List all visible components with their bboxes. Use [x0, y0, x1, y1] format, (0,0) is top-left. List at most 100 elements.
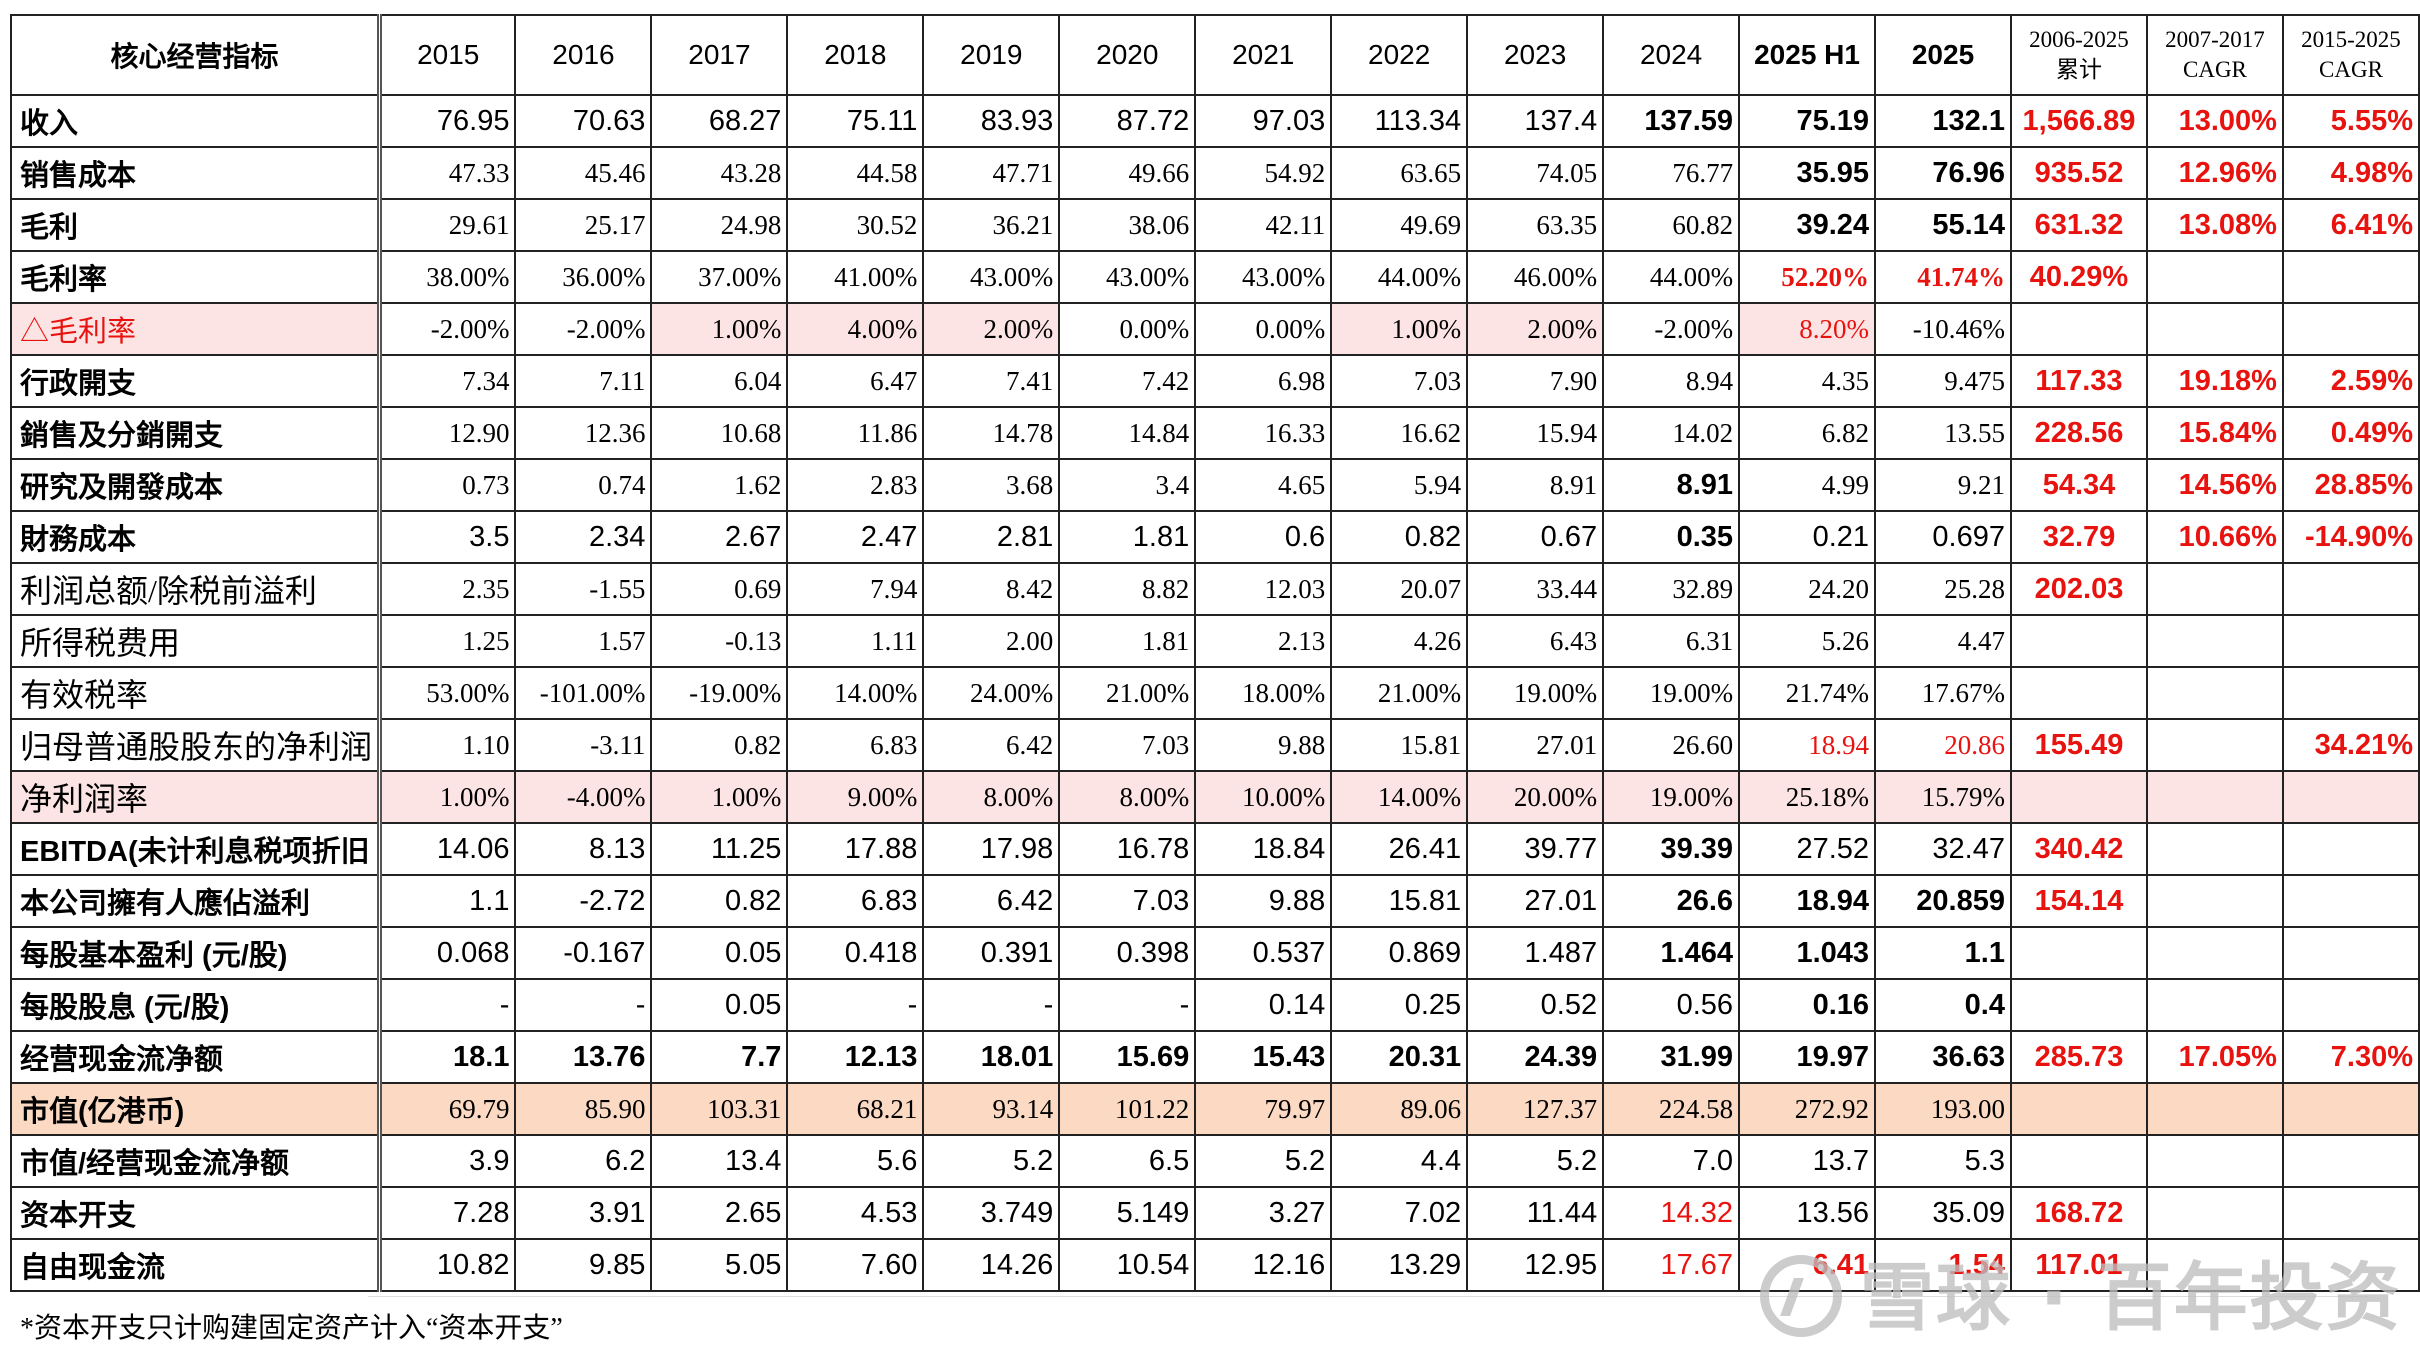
- value-cell: 7.34: [378, 354, 517, 408]
- value-cell: 75.11: [786, 94, 925, 148]
- value-cell: 76.96: [1874, 146, 2012, 200]
- row-label: 有效税率: [10, 666, 383, 720]
- value-cell: 19.97: [1738, 1030, 1877, 1084]
- cumulative-cell: [2009, 1134, 2148, 1188]
- value-cell: 0.82: [650, 718, 789, 772]
- table-row: 资本开支 7.28 3.91 2.65 4.53 3.749 5.149 3.27 7.02 11…: [10, 1186, 2420, 1240]
- value-cell: 8.91: [1602, 458, 1741, 512]
- value-cell: 89.06: [1330, 1082, 1469, 1136]
- value-cell: 6.47: [786, 354, 925, 408]
- value-cell: 7.02: [1330, 1186, 1469, 1240]
- value-cell: 6.2: [514, 1134, 653, 1188]
- cagr-cell: 5.55%: [2281, 94, 2420, 148]
- value-cell: 12.90: [378, 406, 517, 460]
- value-cell: 0.537: [1194, 926, 1333, 980]
- value-cell: 17.98: [922, 822, 1061, 876]
- value-cell: 47.33: [378, 146, 517, 200]
- value-cell: 43.00%: [922, 250, 1061, 304]
- value-cell: 35.09: [1874, 1186, 2012, 1240]
- value-cell: 12.03: [1194, 562, 1333, 616]
- table-row: 財務成本 3.5 2.34 2.67 2.47 2.81 1.81 0.6 0.82 0.67 0.…: [10, 510, 2420, 564]
- cagr-cell: 0.49%: [2281, 406, 2420, 460]
- year-header: 2017: [650, 14, 789, 96]
- value-cell: 41.74%: [1874, 250, 2012, 304]
- value-cell: 1.54: [1874, 1238, 2012, 1292]
- value-cell: 9.00%: [786, 770, 925, 824]
- value-cell: 63.35: [1466, 198, 1605, 252]
- value-cell: 25.17: [514, 198, 653, 252]
- value-cell: 10.82: [378, 1238, 517, 1292]
- value-cell: 20.31: [1330, 1030, 1469, 1084]
- value-cell: 7.94: [786, 562, 925, 616]
- value-cell: 0.00%: [1058, 302, 1197, 356]
- value-cell: 8.00%: [922, 770, 1061, 824]
- value-cell: 0.00%: [1194, 302, 1333, 356]
- value-cell: 0.869: [1330, 926, 1469, 980]
- cumulative-cell: [2009, 926, 2148, 980]
- value-cell: -4.00%: [514, 770, 653, 824]
- value-cell: 5.2: [1466, 1134, 1605, 1188]
- value-cell: 10.00%: [1194, 770, 1333, 824]
- header-line: 2007-2017: [2165, 27, 2265, 52]
- value-cell: 6.83: [786, 874, 925, 928]
- header-label-cell: 核心经营指标: [10, 14, 383, 96]
- cagr-cell: [2281, 926, 2420, 980]
- row-label: 自由现金流: [10, 1238, 383, 1292]
- value-cell: 6.41: [1738, 1238, 1877, 1292]
- value-cell: 20.07: [1330, 562, 1469, 616]
- value-cell: 7.0: [1602, 1134, 1741, 1188]
- value-cell: 53.00%: [378, 666, 517, 720]
- value-cell: 7.7: [650, 1030, 789, 1084]
- value-cell: 3.9: [378, 1134, 517, 1188]
- value-cell: 1.57: [514, 614, 653, 668]
- cagr-cell: [2281, 770, 2420, 824]
- value-cell: 15.43: [1194, 1030, 1333, 1084]
- value-cell: -3.11: [514, 718, 653, 772]
- value-cell: 24.00%: [922, 666, 1061, 720]
- value-cell: 1.464: [1602, 926, 1741, 980]
- value-cell: -: [922, 978, 1061, 1032]
- value-cell: 15.81: [1330, 718, 1469, 772]
- cagr-cell: [2281, 822, 2420, 876]
- value-cell: 3.4: [1058, 458, 1197, 512]
- table-row: 銷售及分銷開支 12.90 12.36 10.68 11.86 14.78 14.84 16.…: [10, 406, 2420, 460]
- indicator-table: 核心经营指标 2015 2016 2017 2018 2019 2020 202…: [10, 14, 2420, 1292]
- value-cell: 5.2: [922, 1134, 1061, 1188]
- value-cell: -10.46%: [1874, 302, 2012, 356]
- value-cell: 27.01: [1466, 718, 1605, 772]
- value-cell: -: [786, 978, 925, 1032]
- value-cell: 18.00%: [1194, 666, 1333, 720]
- value-cell: 9.88: [1194, 718, 1333, 772]
- value-cell: 8.94: [1602, 354, 1741, 408]
- value-cell: 13.7: [1738, 1134, 1877, 1188]
- row-label: 收入: [10, 94, 383, 148]
- cagr-cell: [2145, 1134, 2284, 1188]
- table-row: 所得税费用 1.25 1.57 -0.13 1.11 2.00 1.81 2.13 4.26 6.…: [10, 614, 2420, 668]
- table-row: 有效税率 53.00% -101.00% -19.00% 14.00% 24.00% 21.…: [10, 666, 2420, 720]
- value-cell: 60.82: [1602, 198, 1741, 252]
- cagr-cell: [2145, 666, 2284, 720]
- value-cell: 15.81: [1330, 874, 1469, 928]
- cumulative-cell: [2009, 1082, 2148, 1136]
- value-cell: 20.859: [1874, 874, 2012, 928]
- cagr-cell: [2145, 822, 2284, 876]
- value-cell: 14.32: [1602, 1186, 1741, 1240]
- value-cell: 27.52: [1738, 822, 1877, 876]
- value-cell: 1.81: [1058, 614, 1197, 668]
- table-row: 净利润率 1.00% -4.00% 1.00% 9.00% 8.00% 8.00% 10.00…: [10, 770, 2420, 824]
- value-cell: -2.00%: [1602, 302, 1741, 356]
- value-cell: 2.83: [786, 458, 925, 512]
- table-row: 每股基本盈利 (元/股) 0.068 -0.167 0.05 0.418 0.391 0.3…: [10, 926, 2420, 980]
- cagr-cell: [2281, 1186, 2420, 1240]
- cagr-cell: 17.05%: [2145, 1030, 2284, 1084]
- value-cell: 4.53: [786, 1186, 925, 1240]
- value-cell: 85.90: [514, 1082, 653, 1136]
- value-cell: 2.13: [1194, 614, 1333, 668]
- cumulative-cell: [2009, 770, 2148, 824]
- cagr-cell: 4.98%: [2281, 146, 2420, 200]
- value-cell: 11.25: [650, 822, 789, 876]
- row-label: 销售成本: [10, 146, 383, 200]
- value-cell: 44.58: [786, 146, 925, 200]
- value-cell: 18.94: [1738, 718, 1877, 772]
- value-cell: 43.00%: [1194, 250, 1333, 304]
